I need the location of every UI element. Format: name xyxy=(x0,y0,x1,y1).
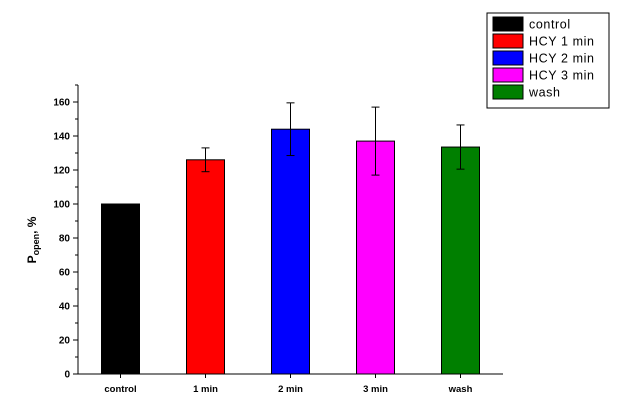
bars xyxy=(101,128,480,375)
legend-swatch xyxy=(492,67,524,83)
y-tick-label: 160 xyxy=(53,98,70,109)
legend-label: HCY 3 min xyxy=(529,69,595,83)
y-axis-label-suffix: , % xyxy=(25,216,39,234)
legend-swatch xyxy=(492,84,524,100)
bar-2-min xyxy=(271,128,310,375)
y-axis-label-subscript: open xyxy=(31,234,41,256)
y-tick-label: 0 xyxy=(64,370,70,381)
bar-wash xyxy=(441,146,480,375)
y-tick-label: 140 xyxy=(53,132,70,143)
legend-swatch xyxy=(492,33,524,49)
bar-3-min xyxy=(356,140,395,375)
legend-label: wash xyxy=(528,86,561,100)
x-tick-label: wash xyxy=(448,384,473,395)
y-tick-label: 40 xyxy=(59,302,71,313)
bar-1-min xyxy=(186,159,225,375)
x-tick-label: 2 min xyxy=(278,384,303,395)
x-tick-labels: control 1 min 2 min 3 min wash xyxy=(104,374,473,395)
y-tick-label: 80 xyxy=(59,234,71,245)
x-tick-label: 1 min xyxy=(193,384,218,395)
legend-label: control xyxy=(529,18,571,32)
legend: control HCY 1 min HCY 2 min HCY 3 min wash xyxy=(486,12,610,109)
y-ticks: 0 20 40 60 80 100 120 140 160 xyxy=(53,84,78,381)
legend-swatch xyxy=(492,50,524,66)
y-axis-label-main: P xyxy=(25,255,39,263)
x-tick-label: control xyxy=(104,384,136,395)
legend-label: HCY 1 min xyxy=(529,35,595,49)
error-bars xyxy=(201,102,465,176)
y-tick-label: 100 xyxy=(53,200,70,211)
y-tick-label: 120 xyxy=(53,166,70,177)
legend-label: HCY 2 min xyxy=(529,52,595,66)
legend-swatch xyxy=(492,16,524,32)
y-tick-label: 60 xyxy=(59,268,71,279)
y-tick-label: 20 xyxy=(59,336,71,347)
x-tick-label: 3 min xyxy=(363,384,388,395)
y-axis-label: Popen, % xyxy=(25,216,41,263)
bar-control xyxy=(101,203,140,375)
